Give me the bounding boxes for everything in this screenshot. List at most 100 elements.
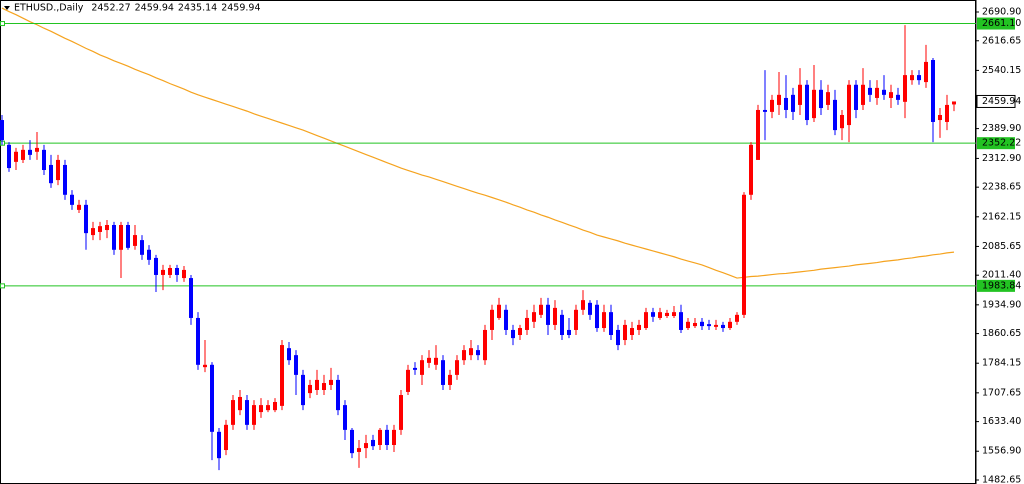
candle-body — [875, 87, 879, 98]
candle-body — [14, 151, 18, 162]
candle-body — [84, 204, 88, 234]
candle-body — [371, 439, 375, 447]
level-label-box — [977, 137, 1015, 150]
candle-body — [546, 304, 550, 325]
candle-body — [700, 321, 704, 327]
candle-body — [217, 431, 221, 459]
candle-body — [686, 321, 690, 329]
candle-body — [119, 224, 123, 250]
candle-body — [518, 328, 522, 335]
candle-body — [77, 204, 81, 210]
candle-body — [259, 405, 263, 413]
candle-body — [714, 324, 718, 327]
level-label: 2661.10 — [982, 18, 1021, 29]
candle-body — [623, 324, 627, 341]
candle-body — [602, 312, 606, 329]
candle-body — [805, 84, 809, 121]
level-label: 2352.22 — [982, 138, 1021, 149]
header-values: 2452.27 2459.94 2435.14 2459.94 — [91, 3, 260, 14]
candle-body — [525, 317, 529, 330]
candle-body — [812, 89, 816, 119]
level-label-box — [977, 17, 1015, 30]
candle-body — [385, 429, 389, 445]
candle-body — [581, 300, 585, 310]
candle-body — [168, 267, 172, 275]
candle-body — [196, 317, 200, 365]
candle-body — [231, 400, 235, 425]
candle-body — [469, 348, 473, 356]
y-tick-label: 1556.90 — [982, 446, 1021, 457]
candle-body — [49, 164, 53, 184]
candle-body — [931, 59, 935, 122]
candle-body — [266, 405, 270, 411]
candle-body — [238, 396, 242, 411]
header-value: 2435.14 — [178, 3, 217, 14]
y-tick-label: 2389.90 — [982, 123, 1021, 134]
candle-body — [294, 355, 298, 375]
header-value: 2459.94 — [221, 3, 260, 14]
last-price-label: 2459.94 — [982, 96, 1021, 107]
candle-body — [742, 194, 746, 315]
candle-body — [924, 61, 928, 83]
candle-body — [350, 429, 354, 454]
candle-body — [777, 94, 781, 105]
candle-body — [210, 364, 214, 432]
candle-body — [588, 302, 592, 315]
candle-body — [224, 424, 228, 451]
candle-body — [154, 257, 158, 275]
candle-body — [560, 314, 564, 335]
candle-body — [182, 269, 186, 279]
candle-body — [497, 304, 501, 318]
level-handle — [0, 21, 5, 27]
candle-body — [721, 324, 725, 329]
candle-body — [105, 224, 109, 231]
y-tick-label: 2085.65 — [982, 241, 1021, 252]
candle-body — [427, 357, 431, 363]
candle-body — [595, 304, 599, 329]
y-tick-label: 1784.15 — [982, 358, 1021, 369]
candle-body — [63, 164, 67, 195]
candle-body — [0, 120, 4, 141]
menu-arrow[interactable] — [4, 6, 10, 10]
candle-body — [567, 329, 571, 335]
plot-frame — [0, 0, 976, 484]
candle-body — [406, 369, 410, 392]
candle-body — [420, 360, 424, 375]
candle-body — [798, 84, 802, 105]
candle-body — [308, 384, 312, 394]
candle-body — [126, 224, 130, 248]
candle-body — [98, 226, 102, 232]
header-value: 2452.27 — [91, 3, 130, 14]
candle-body — [616, 329, 620, 346]
candle-body — [35, 147, 39, 152]
candle-body — [665, 312, 669, 317]
candle-body — [651, 312, 655, 317]
candle-body — [847, 84, 851, 126]
y-tick-label: 2312.90 — [982, 153, 1021, 164]
candle-body — [910, 75, 914, 81]
candle-body — [539, 304, 543, 315]
candle-body — [336, 379, 340, 411]
candle-body — [763, 109, 767, 112]
candle-body — [462, 350, 466, 361]
candle-body — [938, 114, 942, 121]
candle-body — [882, 89, 886, 95]
candle-body — [637, 324, 641, 330]
candle-body — [245, 400, 249, 425]
candle-body — [455, 360, 459, 375]
candle-body — [189, 278, 193, 318]
candle-body — [364, 443, 368, 449]
candle-body — [630, 328, 634, 335]
y-tick-label: 1633.40 — [982, 416, 1021, 427]
candle-body — [672, 312, 676, 317]
candle-body — [399, 395, 403, 430]
candle-body — [448, 374, 452, 385]
candle-body — [658, 312, 662, 318]
candle-body — [532, 312, 536, 322]
candle-body — [91, 228, 95, 236]
candle-body — [693, 322, 697, 327]
candle-body — [896, 94, 900, 100]
moving-average — [1, 7, 955, 279]
y-tick-label: 2238.65 — [982, 182, 1021, 193]
